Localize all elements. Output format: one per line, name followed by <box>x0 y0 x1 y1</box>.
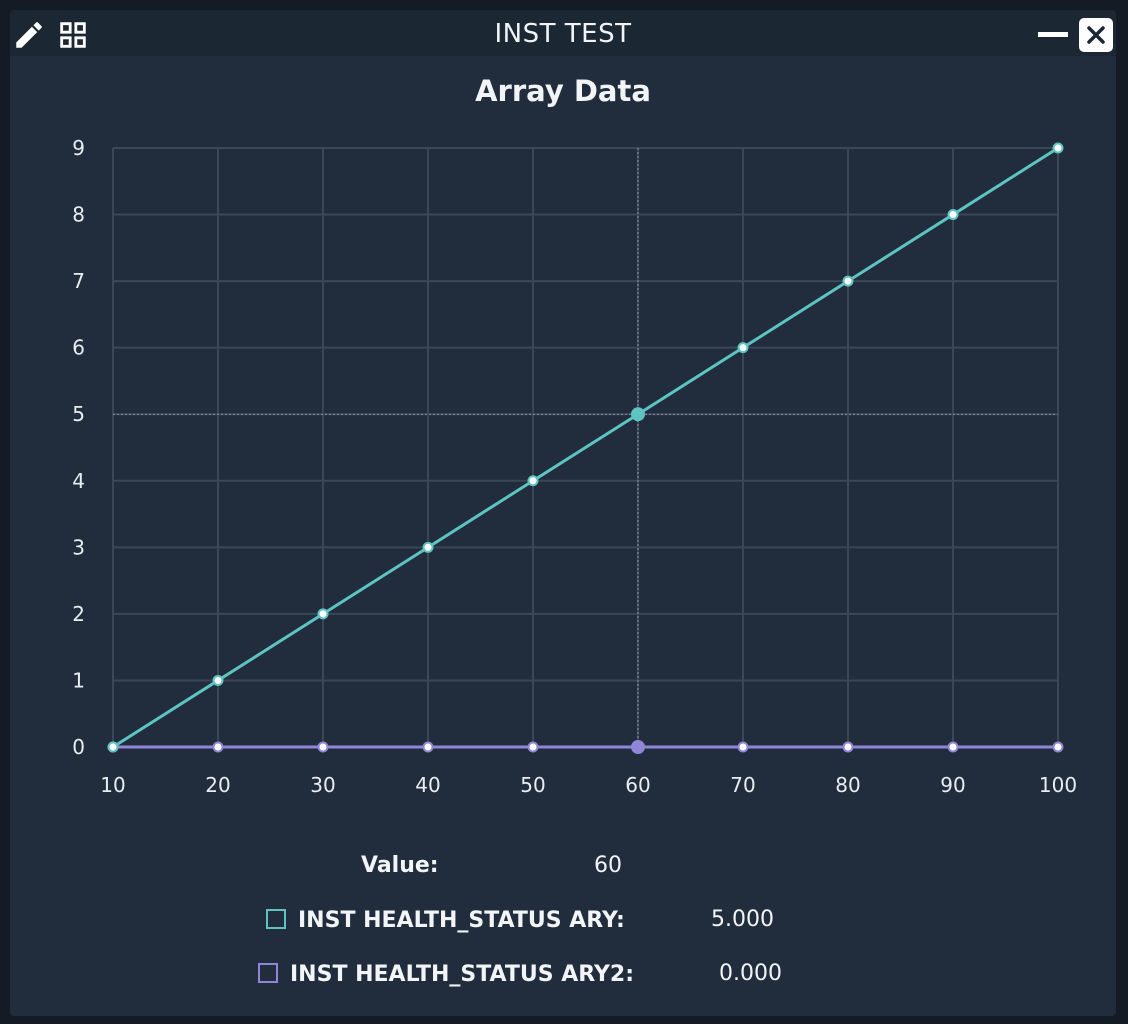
data-point <box>1052 741 1064 753</box>
minimize-icon[interactable] <box>1036 20 1070 50</box>
window-title: INST TEST <box>494 19 632 49</box>
data-point <box>631 740 645 754</box>
y-tick-label: 4 <box>72 469 85 493</box>
y-tick-label: 1 <box>72 668 85 692</box>
x-tick-label: 100 <box>1039 773 1077 797</box>
y-tick-label: 7 <box>72 269 85 293</box>
data-point <box>212 674 224 686</box>
legend-value-ary: 5.000 <box>711 907 774 932</box>
chart-title: Array Data <box>475 74 651 108</box>
data-point <box>107 741 119 753</box>
y-tick-label: 2 <box>72 602 85 626</box>
series-line <box>112 146 1059 749</box>
data-point <box>317 608 329 620</box>
legend-swatch-ary[interactable] <box>266 909 286 929</box>
y-tick-label: 9 <box>72 136 85 160</box>
data-point <box>317 741 329 753</box>
x-tick-label: 30 <box>310 773 335 797</box>
value-label: Value: <box>361 853 439 878</box>
edit-icon[interactable] <box>12 18 46 52</box>
data-point <box>947 209 959 221</box>
value-readout: 60 <box>594 853 622 878</box>
x-tick-label: 60 <box>625 773 650 797</box>
x-tick-label: 20 <box>205 773 230 797</box>
y-tick-label: 3 <box>72 535 85 559</box>
title-bar: INST TEST <box>10 10 1116 56</box>
legend-value-ary2: 0.000 <box>719 961 782 986</box>
grid-icon[interactable] <box>56 18 90 52</box>
data-point <box>422 541 434 553</box>
legend-swatch-ary2[interactable] <box>258 963 278 983</box>
data-point <box>842 741 854 753</box>
data-point <box>422 741 434 753</box>
data-point <box>947 741 959 753</box>
y-tick-label: 5 <box>72 402 85 426</box>
data-point <box>737 741 749 753</box>
data-point <box>1052 142 1064 154</box>
data-point <box>842 275 854 287</box>
x-tick-label: 80 <box>835 773 860 797</box>
x-tick-label: 90 <box>940 773 965 797</box>
line-chart[interactable]: 10 20 30 40 50 60 70 80 90 100 0 1 2 3 4 5 6 7 8 9 <box>10 10 1116 830</box>
y-tick-label: 0 <box>72 735 85 759</box>
x-tick-label: 70 <box>730 773 755 797</box>
panel-window: INST TEST Array Data 10 20 30 40 50 60 70 80 90 1… <box>10 10 1116 1016</box>
legend-label-ary: INST HEALTH_STATUS ARY: <box>298 908 625 933</box>
x-tick-label: 40 <box>415 773 440 797</box>
x-tick-label: 10 <box>100 773 125 797</box>
data-point <box>737 342 749 354</box>
y-tick-label: 8 <box>72 203 85 227</box>
data-point <box>212 741 224 753</box>
data-point <box>527 741 539 753</box>
x-tick-label: 50 <box>520 773 545 797</box>
data-point <box>631 407 645 422</box>
close-icon[interactable] <box>1079 18 1113 52</box>
data-point <box>527 475 539 487</box>
y-tick-label: 6 <box>72 336 85 360</box>
legend-label-ary2: INST HEALTH_STATUS ARY2: <box>290 962 635 987</box>
